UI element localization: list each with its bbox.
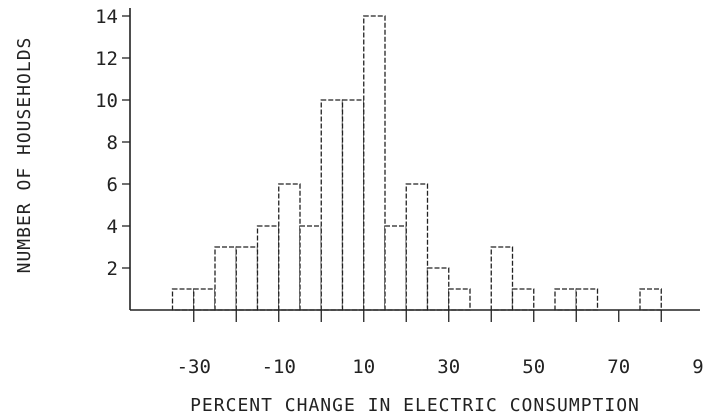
x-tick-label-30: 30 bbox=[437, 356, 460, 378]
histogram-bar-16 bbox=[511, 288, 535, 311]
histogram-bar-12 bbox=[426, 267, 450, 311]
histogram-bar-8 bbox=[341, 99, 365, 311]
y-tick-label-8: 8 bbox=[107, 132, 118, 154]
x-tick-label-50: 50 bbox=[522, 356, 545, 378]
x-tick-label--30: -30 bbox=[177, 356, 211, 378]
histogram-bar-22 bbox=[639, 288, 662, 311]
histogram-bar-4 bbox=[256, 225, 280, 311]
bars-layer bbox=[171, 15, 662, 311]
histogram-bar-10 bbox=[384, 225, 407, 311]
histogram-bar-9 bbox=[363, 15, 386, 311]
histogram-bar-1 bbox=[193, 288, 216, 311]
histogram-bar-5 bbox=[278, 183, 301, 311]
histogram-bar-2 bbox=[214, 246, 237, 311]
histogram-bar-7 bbox=[320, 99, 344, 311]
y-axis-title: NUMBER OF HOUSEHOLDS bbox=[14, 37, 35, 274]
y-tick-label-4: 4 bbox=[107, 216, 118, 238]
y-tick-label-12: 12 bbox=[95, 48, 118, 70]
x-tick-label--10: -10 bbox=[262, 356, 296, 378]
y-tick-label-10: 10 bbox=[95, 90, 118, 112]
histogram-bar-11 bbox=[405, 183, 429, 311]
ticks-layer: 2 4 6 8 10 12 14 -30 -10 10 30 50 70 90 bbox=[95, 6, 703, 378]
x-tick-label-90: 90 bbox=[692, 356, 703, 378]
y-tick-label-6: 6 bbox=[107, 174, 118, 196]
histogram-bar-15 bbox=[490, 246, 514, 311]
y-tick-label-14: 14 bbox=[95, 6, 118, 28]
y-tick-label-2: 2 bbox=[107, 258, 118, 280]
x-tick-label-10: 10 bbox=[352, 356, 375, 378]
histogram-bar-6 bbox=[299, 225, 322, 311]
histogram-bar-0 bbox=[171, 288, 195, 311]
histogram-bar-13 bbox=[448, 288, 471, 311]
histogram-bar-3 bbox=[235, 246, 259, 311]
x-tick-label-70: 70 bbox=[607, 356, 630, 378]
histogram-bar-18 bbox=[554, 288, 577, 311]
histogram-bar-19 bbox=[575, 288, 599, 311]
x-axis-title: PERCENT CHANGE IN ELECTRIC CONSUMPTION bbox=[190, 395, 640, 416]
